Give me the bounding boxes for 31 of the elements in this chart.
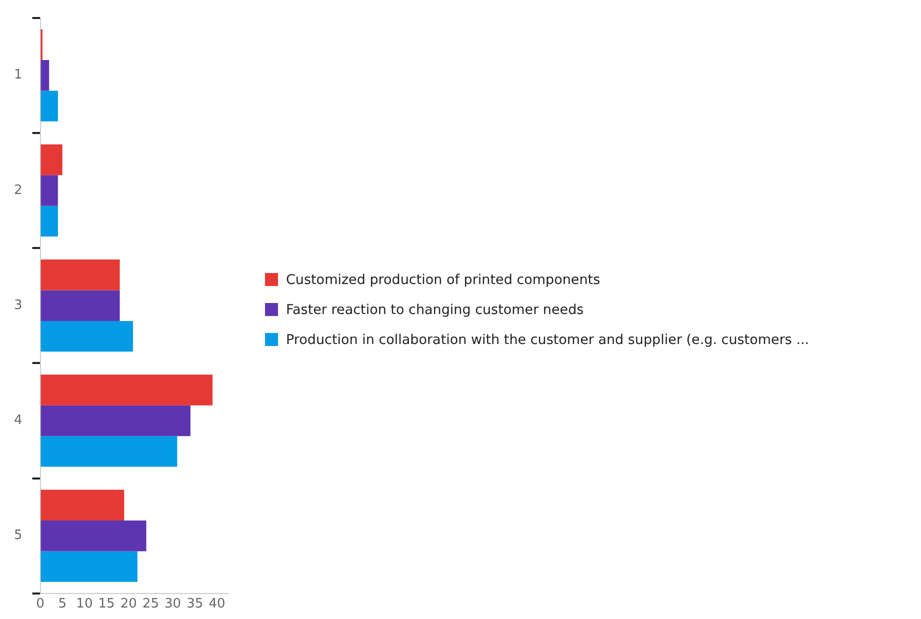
x-tick-label: 0 <box>36 596 44 612</box>
y-tick-label: 2 <box>14 182 22 198</box>
bar <box>40 405 190 436</box>
x-tick-label: 10 <box>76 596 93 612</box>
bar <box>40 206 58 237</box>
legend-label: Production in collaboration with the customer and supplier (e.g. customers ... <box>286 332 810 348</box>
x-tick-label: 25 <box>142 596 159 612</box>
x-tick-label: 30 <box>164 596 182 612</box>
bar <box>40 520 146 552</box>
x-tick-label: 5 <box>58 596 66 612</box>
bar <box>40 60 50 91</box>
bar <box>40 290 120 321</box>
bar <box>40 90 58 122</box>
y-tick-label: 4 <box>14 413 22 428</box>
bar <box>40 490 124 520</box>
bar <box>40 374 213 406</box>
y-tick-label: 5 <box>14 528 22 544</box>
bar <box>40 320 134 352</box>
x-tick-label: 20 <box>120 596 137 612</box>
bar <box>40 175 58 206</box>
x-tick-label: 15 <box>98 596 115 612</box>
bar <box>40 436 178 467</box>
bar <box>40 144 62 176</box>
bar <box>40 551 138 582</box>
bar <box>40 260 120 290</box>
x-tick-label: 40 <box>208 596 226 612</box>
y-tick-label: 1 <box>14 68 22 83</box>
legend-label: Customized production of printed components <box>286 272 600 288</box>
y-tick-label: 3 <box>14 298 22 313</box>
legend-label: Faster reaction to changing customer needs <box>286 302 584 318</box>
x-tick-label: 35 <box>186 596 204 612</box>
